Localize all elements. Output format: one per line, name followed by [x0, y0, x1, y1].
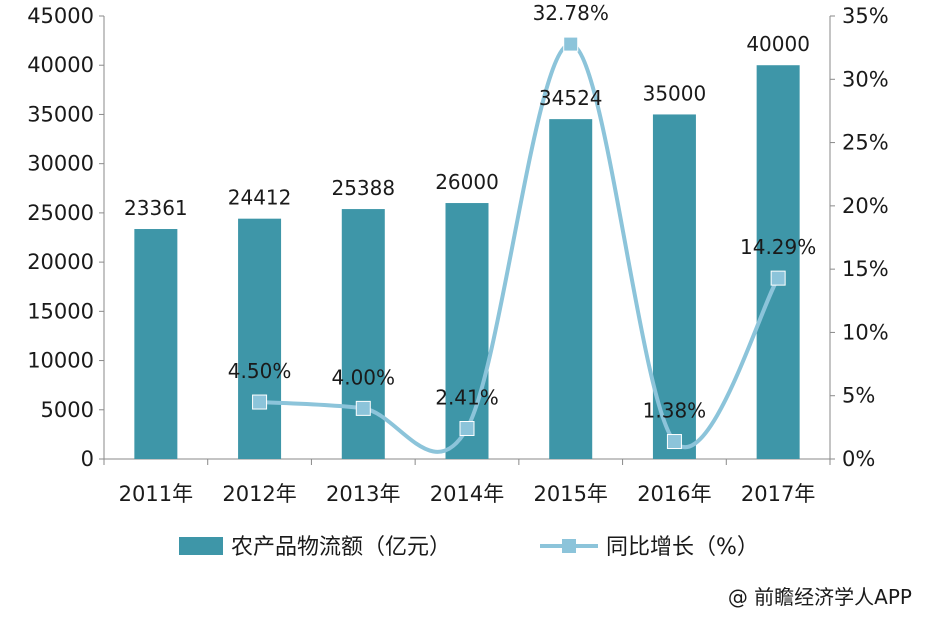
left-tick-label: 20000: [27, 250, 94, 274]
left-tick-label: 35000: [27, 102, 94, 126]
bar-data-label: 34524: [539, 86, 603, 110]
left-tick-label: 5000: [41, 398, 94, 422]
right-tick-label: 10%: [842, 320, 889, 344]
bar: [445, 203, 489, 459]
line-data-label: 4.00%: [332, 365, 396, 389]
right-tick-label: 30%: [842, 67, 889, 91]
legend-bar-label: 农产品物流额（亿元）: [231, 535, 451, 560]
x-tick-label: 2016年: [637, 482, 711, 506]
bar: [238, 218, 282, 459]
legend-bar-swatch: [179, 537, 223, 555]
x-tick-label: 2013年: [326, 482, 400, 506]
right-tick-label: 0%: [842, 447, 875, 471]
growth-line: [259, 42, 780, 454]
bar: [549, 119, 593, 459]
bar: [756, 65, 800, 459]
left-tick-label: 45000: [27, 4, 94, 28]
bar-data-label: 24412: [228, 186, 292, 210]
source-credit: @ 前瞻经济学人APP: [727, 585, 912, 609]
growth-point: [355, 400, 371, 416]
legend-line-marker: [562, 539, 576, 553]
growth-point: [770, 270, 786, 286]
left-tick-label: 10000: [27, 349, 94, 373]
line-data-label: 2.41%: [435, 385, 499, 409]
growth-point: [459, 420, 475, 436]
bar-data-label: 26000: [435, 170, 499, 194]
x-tick-label: 2012年: [222, 482, 296, 506]
right-tick-label: 25%: [842, 131, 889, 155]
x-tick-label: 2011年: [119, 482, 193, 506]
left-tick-label: 25000: [27, 201, 94, 225]
bar: [134, 229, 178, 459]
growth-point: [666, 434, 682, 450]
growth-point: [252, 394, 268, 410]
legend-line-label: 同比增长（%）: [606, 535, 759, 560]
bar: [652, 114, 696, 459]
right-tick-label: 20%: [842, 194, 889, 218]
right-tick-label: 5%: [842, 384, 875, 408]
left-tick-label: 0: [81, 447, 94, 471]
left-tick-label: 30000: [27, 152, 94, 176]
line-data-label: 32.78%: [533, 1, 609, 25]
line-data-label: 4.50%: [228, 359, 292, 383]
bar-data-label: 35000: [643, 81, 707, 105]
left-tick-label: 40000: [27, 53, 94, 77]
line-data-label: 14.29%: [740, 235, 816, 259]
right-tick-label: 35%: [842, 4, 889, 28]
bar-data-label: 23361: [124, 196, 188, 220]
bar: [341, 209, 385, 459]
left-tick-label: 15000: [27, 299, 94, 323]
right-tick-label: 15%: [842, 257, 889, 281]
line-data-label: 1.38%: [643, 399, 707, 423]
x-tick-label: 2014年: [430, 482, 504, 506]
growth-point: [563, 36, 579, 52]
bar-data-label: 40000: [746, 32, 810, 56]
x-tick-label: 2015年: [533, 482, 607, 506]
x-tick-label: 2017年: [741, 482, 815, 506]
bar-data-label: 25388: [331, 176, 395, 200]
